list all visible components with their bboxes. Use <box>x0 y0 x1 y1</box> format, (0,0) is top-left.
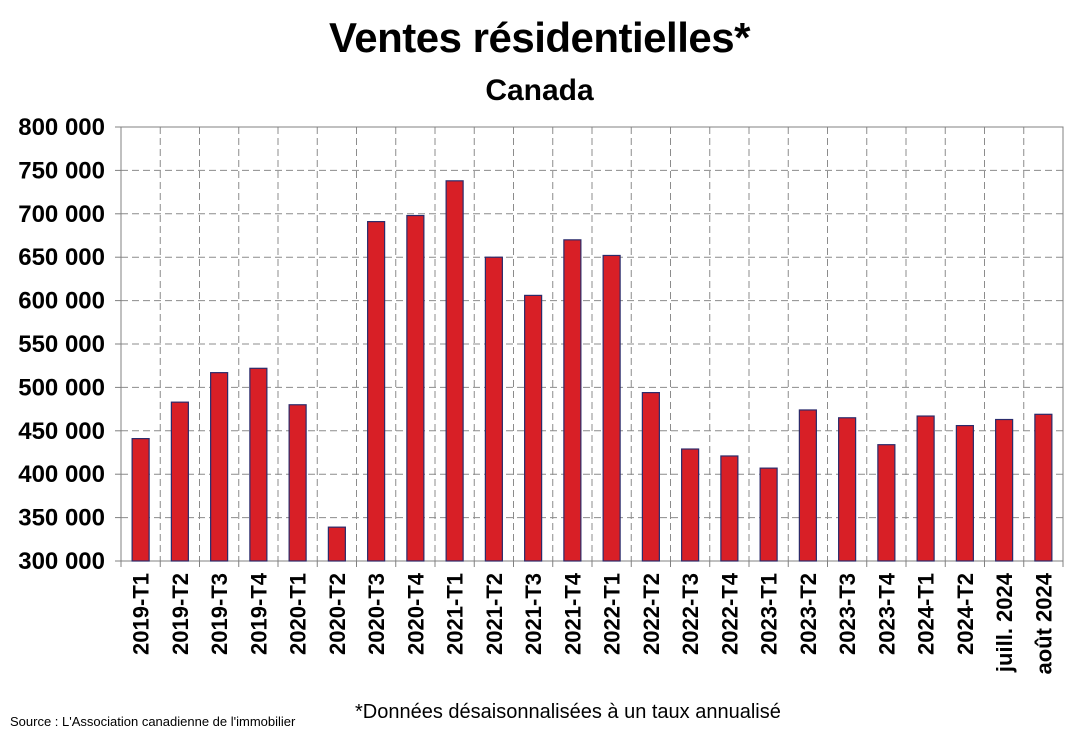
xtick-label: 2021-T2 <box>482 573 507 655</box>
chart-title: Ventes résidentielles* <box>329 14 750 61</box>
xtick-label: 2022-T1 <box>600 573 625 655</box>
xtick-label: 2022-T4 <box>717 572 742 655</box>
ytick-label: 400 000 <box>18 461 105 488</box>
ytick-label: 450 000 <box>18 418 105 445</box>
ytick-label: 750 000 <box>18 157 105 184</box>
bar <box>406 214 425 562</box>
xtick-label: 2020-T4 <box>403 572 428 655</box>
xtick-label: 2023-T4 <box>874 572 899 655</box>
bar <box>759 467 778 562</box>
bar <box>641 392 660 562</box>
bar <box>995 418 1014 562</box>
xtick-label: 2021-T3 <box>521 573 546 655</box>
chart-subtitle: Canada <box>485 74 594 107</box>
source-note: Source : L'Association canadienne de l'i… <box>10 714 296 729</box>
ytick-label: 300 000 <box>18 548 105 575</box>
bar <box>720 455 739 562</box>
xtick-label: juill. 2024 <box>992 572 1017 673</box>
xtick-label: 2024-T1 <box>914 573 939 655</box>
bar <box>838 417 857 562</box>
bar <box>877 444 896 562</box>
bar <box>131 438 150 562</box>
xtick-label: 2023-T1 <box>757 573 782 655</box>
bar <box>955 424 974 562</box>
xtick-label: 2019-T3 <box>207 573 232 655</box>
bar <box>1034 413 1053 562</box>
xtick-label: 2020-T3 <box>364 573 389 655</box>
bar <box>288 404 307 562</box>
bar <box>170 401 189 562</box>
bar <box>327 526 346 562</box>
xtick-label: 2021-T1 <box>443 573 468 655</box>
bar <box>484 256 503 562</box>
ytick-label: 350 000 <box>18 505 105 532</box>
bar <box>798 409 817 562</box>
ytick-label: 550 000 <box>18 331 105 358</box>
chart-footnote: *Données désaisonnalisées à un taux annu… <box>355 701 781 723</box>
xtick-label: 2022-T2 <box>639 573 664 655</box>
xtick-label: 2019-T1 <box>129 573 154 655</box>
ytick-label: 800 000 <box>18 114 105 141</box>
bar <box>367 221 386 562</box>
bar <box>445 180 464 562</box>
ytick-label: 650 000 <box>18 244 105 271</box>
xtick-label: 2021-T4 <box>560 572 585 655</box>
xtick-label: 2024-T2 <box>953 573 978 655</box>
xtick-label: 2023-T3 <box>835 573 860 655</box>
xtick-label: 2020-T2 <box>325 573 350 655</box>
ytick-label: 700 000 <box>18 201 105 228</box>
xtick-label: 2020-T1 <box>286 573 311 655</box>
ytick-label: 500 000 <box>18 374 105 401</box>
xtick-label: 2019-T4 <box>246 572 271 655</box>
bar <box>249 367 268 562</box>
bar <box>602 254 621 562</box>
bar <box>563 239 582 562</box>
xtick-label: août 2024 <box>1031 572 1056 674</box>
bar <box>210 372 229 562</box>
bar <box>681 448 700 562</box>
xtick-label: 2019-T2 <box>168 573 193 655</box>
bar <box>524 294 543 562</box>
bar <box>916 415 935 562</box>
ytick-label: 600 000 <box>18 288 105 315</box>
xtick-label: 2022-T3 <box>678 573 703 655</box>
xtick-label: 2023-T2 <box>796 573 821 655</box>
